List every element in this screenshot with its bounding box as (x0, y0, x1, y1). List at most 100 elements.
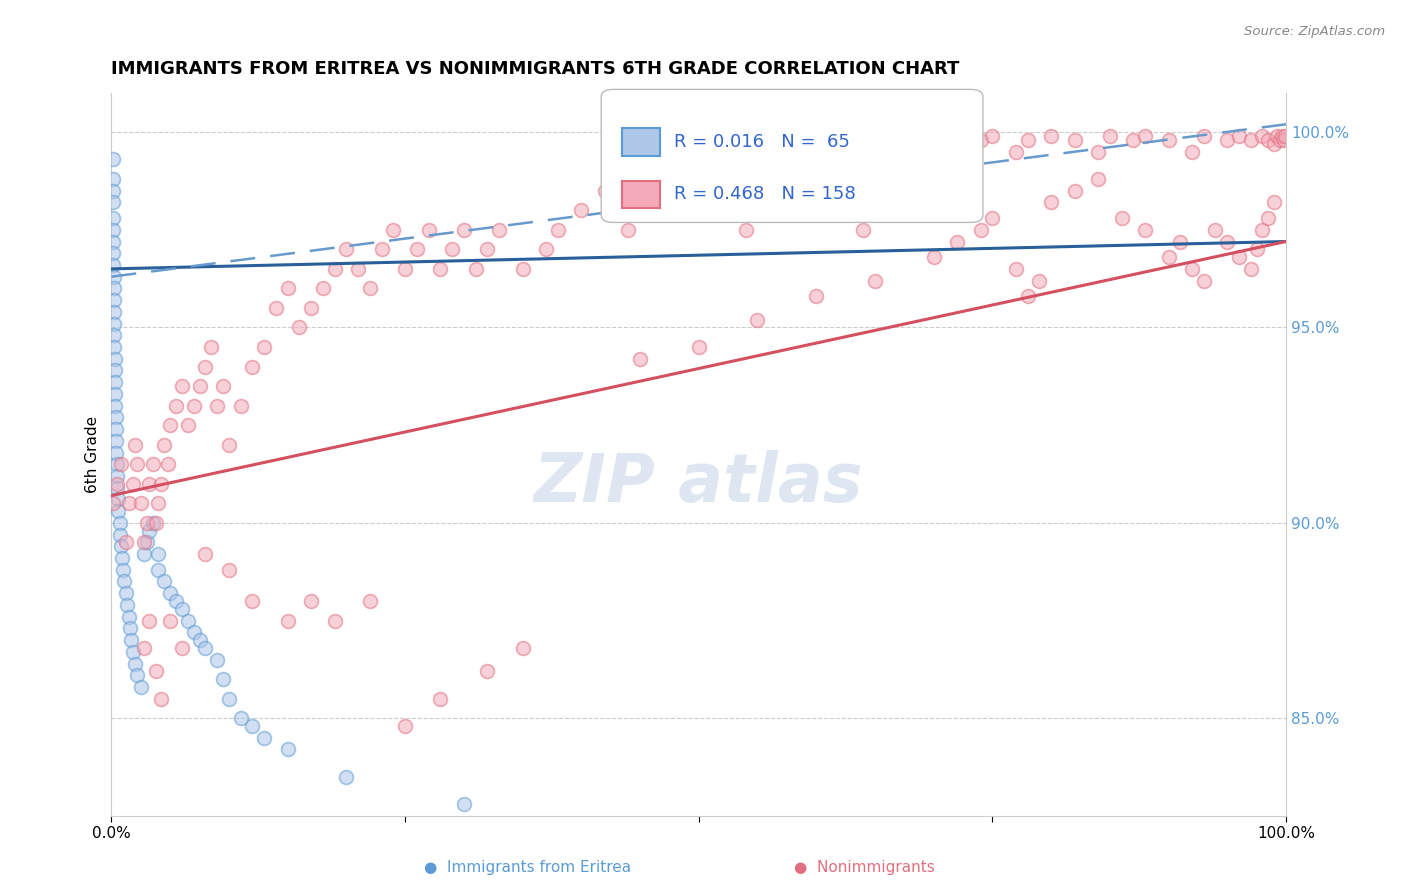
Point (394, 261, 416, 276)
Point (108, 516, 131, 530)
Point (969, 223, 991, 237)
Point (105, 457, 128, 471)
Point (1181, 145, 1204, 159)
Point (127, 668, 149, 682)
Point (359, 594, 381, 608)
Point (1098, 128, 1121, 143)
Point (200, 340, 222, 354)
Point (188, 633, 211, 648)
Point (103, 317, 125, 331)
Point (1017, 133, 1039, 147)
Point (153, 438, 176, 452)
Point (159, 614, 181, 628)
Point (101, 184, 124, 198)
Text: ●  Immigrants from Eritrea: ● Immigrants from Eritrea (423, 861, 631, 875)
Point (277, 742, 299, 756)
Point (105, 422, 128, 436)
Point (922, 156, 945, 170)
Point (1192, 274, 1215, 288)
Point (145, 516, 167, 530)
Point (103, 281, 125, 295)
Point (347, 261, 370, 276)
Point (134, 640, 156, 655)
Point (1240, 261, 1263, 276)
Point (212, 379, 235, 393)
Point (149, 476, 172, 491)
Point (804, 184, 827, 198)
Point (138, 614, 160, 628)
Point (101, 195, 124, 210)
Point (101, 211, 124, 225)
Point (253, 340, 276, 354)
Point (1246, 243, 1268, 257)
Point (153, 574, 176, 589)
Point (229, 399, 252, 413)
Point (1263, 195, 1285, 210)
Point (1063, 133, 1085, 147)
Text: ●  Nonimmigrants: ● Nonimmigrants (794, 861, 935, 875)
Point (145, 665, 167, 679)
Point (114, 586, 136, 600)
Point (299, 301, 322, 315)
Point (1263, 136, 1285, 151)
Point (103, 340, 125, 354)
Point (863, 274, 886, 288)
Point (183, 399, 205, 413)
Point (477, 243, 499, 257)
Point (118, 609, 141, 624)
Point (218, 691, 240, 706)
Point (134, 535, 156, 549)
Point (323, 261, 346, 276)
Point (1004, 261, 1026, 276)
Point (141, 516, 163, 530)
Point (969, 133, 991, 147)
Point (534, 243, 557, 257)
Point (103, 269, 125, 284)
Point (194, 640, 217, 655)
Point (104, 363, 127, 377)
Point (711, 203, 734, 218)
Point (1257, 133, 1279, 147)
Point (188, 379, 211, 393)
Point (183, 625, 205, 640)
Point (101, 153, 124, 167)
Point (240, 359, 263, 374)
Point (105, 434, 128, 448)
Point (105, 445, 128, 459)
Point (112, 563, 135, 577)
Point (1216, 133, 1239, 147)
Point (112, 574, 135, 589)
Point (946, 145, 969, 159)
Point (114, 535, 136, 549)
Point (101, 235, 124, 249)
Point (1087, 172, 1109, 186)
Point (101, 223, 124, 237)
Point (129, 496, 152, 510)
Point (782, 164, 804, 178)
Point (299, 594, 322, 608)
Point (218, 563, 240, 577)
Point (1017, 289, 1039, 303)
Point (359, 281, 381, 295)
Point (1227, 128, 1250, 143)
Point (127, 457, 149, 471)
Point (887, 184, 910, 198)
Point (1181, 261, 1204, 276)
Point (1004, 145, 1026, 159)
Point (804, 289, 827, 303)
Point (1157, 250, 1180, 264)
FancyBboxPatch shape (602, 89, 983, 222)
Point (118, 496, 141, 510)
Point (1204, 223, 1226, 237)
Point (240, 719, 263, 733)
Point (441, 243, 464, 257)
Point (828, 203, 851, 218)
Point (382, 223, 405, 237)
Point (120, 621, 142, 635)
Text: R = 0.016   N =  65: R = 0.016 N = 65 (673, 133, 849, 152)
Point (512, 640, 534, 655)
Point (429, 261, 451, 276)
Point (477, 665, 499, 679)
Point (108, 527, 131, 541)
Point (194, 547, 217, 561)
